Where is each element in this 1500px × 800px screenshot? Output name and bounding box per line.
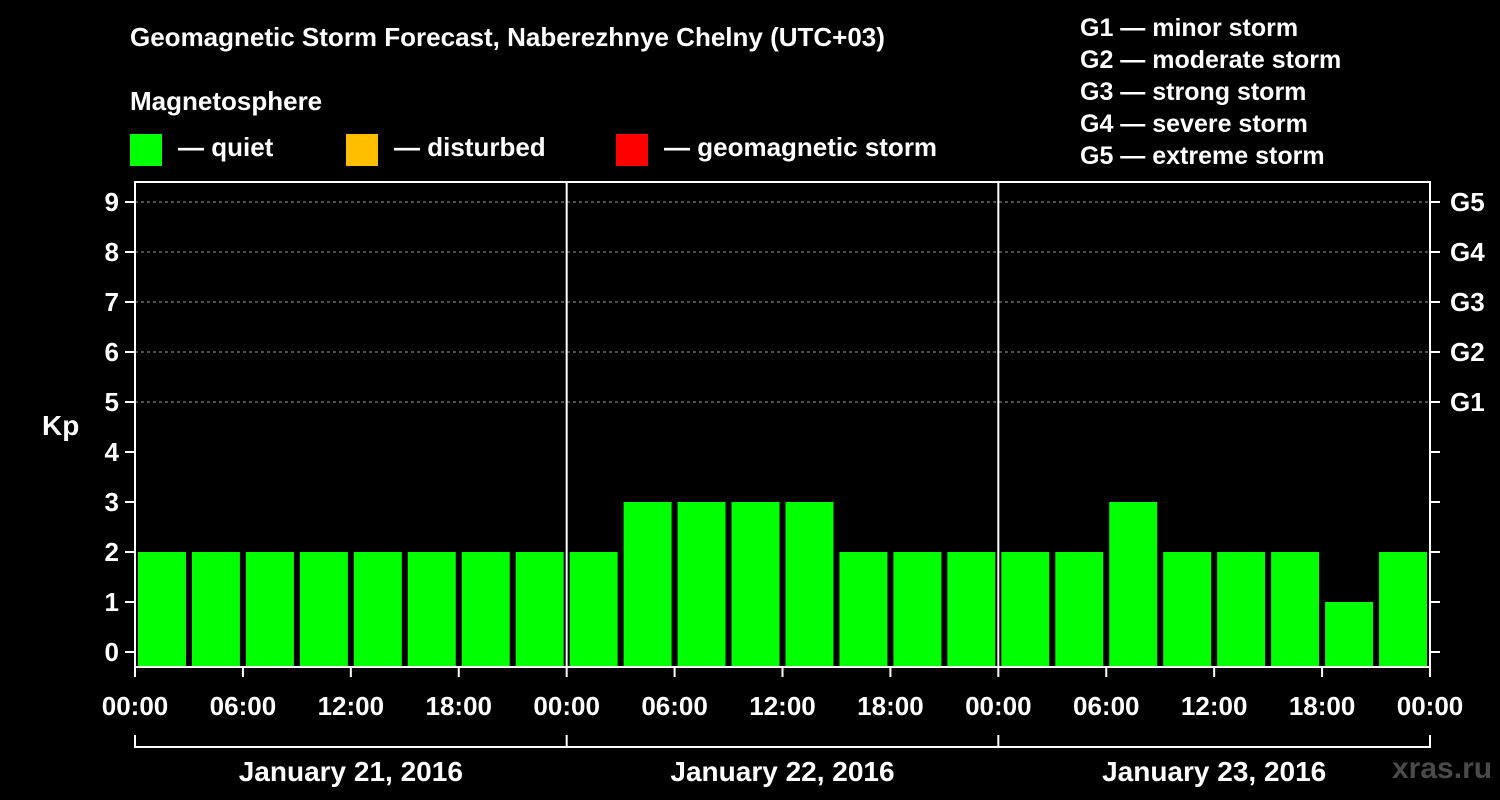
kp-bar — [947, 552, 996, 667]
x-tick-label: 06:00 — [210, 691, 277, 721]
legend-label-storm: — geomagnetic storm — [664, 132, 938, 162]
day-label: January 21, 2016 — [239, 756, 463, 787]
y-tick-label: 0 — [105, 637, 119, 667]
y-tick-label: 1 — [105, 587, 119, 617]
x-tick-label: 18:00 — [1289, 691, 1356, 721]
kp-bar — [1001, 552, 1050, 667]
x-tick-label: 00:00 — [965, 691, 1032, 721]
day-label: January 23, 2016 — [1102, 756, 1326, 787]
y-tick-label: 8 — [105, 237, 119, 267]
y-tick-label: 2 — [105, 537, 119, 567]
x-tick-label: 18:00 — [426, 691, 493, 721]
y-tick-label: 6 — [105, 337, 119, 367]
watermark: xras.ru — [1392, 752, 1493, 785]
x-tick-label: 18:00 — [857, 691, 924, 721]
chart-title: Geomagnetic Storm Forecast, Naberezhnye … — [130, 22, 885, 52]
kp-bar — [1163, 552, 1212, 667]
x-tick-label: 00:00 — [102, 691, 169, 721]
kp-bar — [623, 502, 672, 667]
kp-bar — [245, 552, 294, 667]
y-axis-label: Kp — [42, 410, 80, 441]
legend-swatch-quiet — [130, 134, 162, 166]
x-tick-label: 06:00 — [1073, 691, 1140, 721]
x-tick-label: 12:00 — [318, 691, 385, 721]
g-legend-g3: G3 — strong storm — [1080, 78, 1307, 106]
x-tick-label: 00:00 — [1397, 691, 1464, 721]
y-tick-label: 9 — [105, 187, 119, 217]
kp-bar — [138, 552, 186, 667]
kp-bar — [893, 552, 942, 667]
g-axis-label: G5 — [1450, 187, 1485, 217]
x-tick-label: 00:00 — [533, 691, 600, 721]
kp-bar — [407, 552, 456, 667]
g-legend-g1: G1 — minor storm — [1080, 14, 1299, 42]
legend-swatch-storm — [616, 134, 648, 166]
x-tick-label: 12:00 — [749, 691, 816, 721]
kp-bar — [677, 502, 726, 667]
legend-swatch-disturbed — [346, 134, 378, 166]
kp-bar — [1325, 602, 1374, 667]
g-legend-g2: G2 — moderate storm — [1080, 46, 1342, 74]
kp-bar — [515, 552, 564, 667]
kp-bar — [191, 552, 240, 667]
g-axis-label: G1 — [1450, 387, 1485, 417]
x-tick-label: 06:00 — [641, 691, 708, 721]
kp-bar — [1379, 552, 1427, 667]
kp-bar — [1271, 552, 1320, 667]
g-legend-g4: G4 — severe storm — [1080, 110, 1308, 138]
g-axis-label: G2 — [1450, 337, 1485, 367]
legend-label-disturbed: — disturbed — [394, 132, 546, 162]
g-axis-label: G4 — [1450, 237, 1485, 267]
kp-bar — [1109, 502, 1158, 667]
kp-bar — [785, 502, 834, 667]
y-tick-label: 5 — [105, 387, 119, 417]
y-tick-label: 7 — [105, 287, 119, 317]
kp-bar — [1217, 552, 1266, 667]
kp-bar — [839, 552, 888, 667]
g-legend-g5: G5 — extreme storm — [1080, 142, 1325, 170]
day-label: January 22, 2016 — [670, 756, 894, 787]
kp-bar — [353, 552, 402, 667]
y-tick-label: 3 — [105, 487, 119, 517]
kp-bar — [569, 552, 618, 667]
y-tick-label: 4 — [105, 437, 120, 467]
legend-label-quiet: — quiet — [178, 132, 274, 162]
kp-bar — [299, 552, 348, 667]
g-axis-label: G3 — [1450, 287, 1485, 317]
legend-heading: Magnetosphere — [130, 86, 323, 116]
x-tick-label: 12:00 — [1181, 691, 1248, 721]
kp-bar — [1055, 552, 1104, 667]
kp-bar — [461, 552, 510, 667]
kp-bar — [731, 502, 780, 667]
